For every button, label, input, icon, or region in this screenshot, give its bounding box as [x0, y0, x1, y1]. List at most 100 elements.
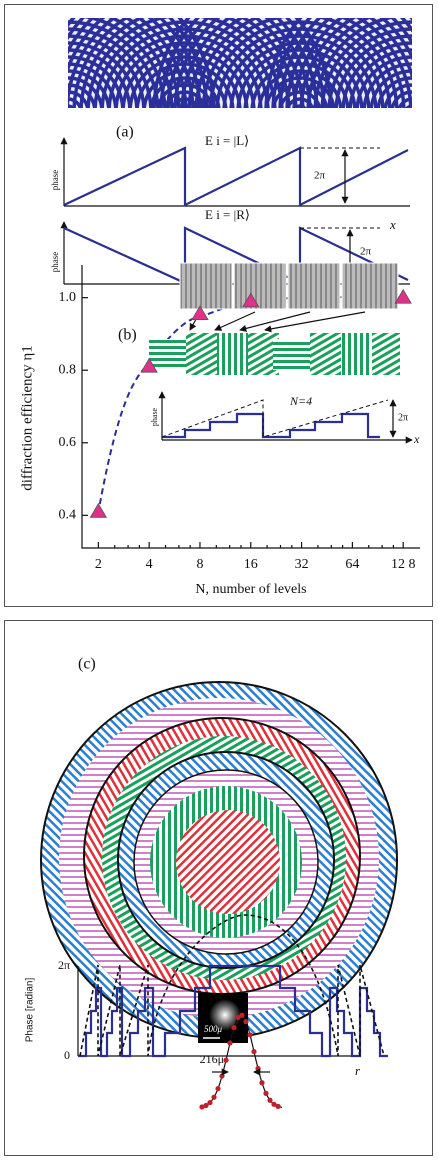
y-tick-label: 0.8 [59, 362, 77, 377]
panel-label: (b) [118, 327, 137, 344]
stripe [128, 55, 242, 108]
profile-point [247, 1032, 253, 1038]
x-label: x [389, 217, 396, 232]
y-tick-label: 2π [58, 958, 70, 972]
profile-point [239, 1012, 245, 1018]
y-axis-label: Phase [radian] [25, 978, 36, 1043]
panel-frame [4, 620, 433, 1156]
panel-frame [4, 4, 433, 607]
stripe [114, 41, 256, 108]
profile-point [199, 1104, 205, 1110]
axes [81, 265, 420, 549]
sem-image [287, 262, 341, 310]
stripe [142, 69, 228, 108]
green-grating [149, 333, 400, 375]
y-tick-label: 0 [64, 1048, 70, 1062]
y-tick-label: 1.0 [59, 290, 77, 305]
profile-point [203, 1102, 209, 1109]
profile-point [227, 1040, 233, 1046]
grating-cell [186, 333, 217, 375]
stripe [208, 20, 392, 108]
data-point [191, 305, 209, 320]
profile-point [243, 1019, 249, 1025]
grating-image [68, 18, 412, 108]
data-point [89, 502, 108, 518]
zone [176, 810, 280, 914]
period-label: 2π [360, 246, 372, 258]
x-tick-label: 12 8 [391, 557, 416, 572]
stripe [271, 83, 329, 108]
x-tick-label: 32 [295, 557, 309, 572]
y-tick-label: 0.4 [59, 508, 77, 523]
profile-point [231, 1024, 237, 1031]
grating-cell [217, 333, 248, 375]
staircase [78, 964, 388, 1058]
stripe [250, 62, 350, 108]
data-point [140, 357, 158, 373]
width-label: 216μ [200, 1052, 224, 1066]
period-label: 2π [314, 170, 326, 182]
state-label: E i = |L⟩ [205, 133, 249, 148]
grating-cell [273, 339, 315, 370]
grating-cell [341, 333, 372, 375]
profile-point [223, 1057, 229, 1063]
axis-label: phase [150, 407, 159, 426]
x-tick-label: 4 [146, 557, 153, 572]
staircase-inset: phase N=4 2π x [148, 383, 420, 446]
profile-point [275, 1103, 281, 1109]
period-label: 2π [398, 412, 408, 423]
x-tick-label: 16 [244, 557, 258, 572]
profile-point [259, 1080, 265, 1086]
y-axis-label: diffraction efficiency η1 [19, 345, 35, 491]
x-label: r [355, 1063, 361, 1078]
profile-point [255, 1065, 261, 1072]
x-tick-label: 2 [95, 557, 102, 572]
arrow [264, 311, 366, 333]
sawtooth [63, 146, 409, 207]
sawtooth [63, 226, 409, 285]
sem-image [179, 262, 233, 310]
stripe [236, 48, 364, 108]
staircase [162, 412, 380, 439]
x-label: x [413, 432, 420, 446]
stripe [149, 76, 221, 108]
scale-label: 500μ [204, 1024, 223, 1034]
profile-point [211, 1094, 217, 1100]
grating-cell [310, 333, 341, 375]
stripe [178, 104, 192, 108]
panel-label: (c) [78, 656, 96, 673]
efficiency-chart: (b) diffraction efficiency η1 N, number … [19, 262, 420, 597]
arrow [214, 311, 256, 331]
arrow [239, 311, 311, 332]
profile-point [235, 1014, 241, 1021]
profile-point [219, 1073, 225, 1079]
phase-plot: phase E i = |L⟩ 2π x [50, 133, 410, 232]
levels-label: N=4 [289, 394, 312, 408]
x-tick-label: 8 [196, 557, 203, 572]
profile-point [215, 1085, 221, 1092]
profile-points [199, 1012, 281, 1110]
y-tick-label: 0.6 [59, 435, 77, 450]
profile-point [207, 1099, 213, 1106]
profile-point [251, 1048, 257, 1055]
spot [209, 999, 241, 1031]
lens-phase-plot: Phase [radian] 2π 0 r 500μ 216μ [25, 914, 388, 1110]
profile-point [271, 1101, 277, 1107]
data-point [394, 288, 412, 304]
stripe [100, 27, 270, 108]
axis-label: phase [50, 252, 60, 273]
stripe [170, 97, 200, 108]
axis-label: phase [50, 170, 60, 191]
grating-cell [372, 333, 400, 375]
sem-image [233, 262, 287, 310]
sem-image [341, 262, 399, 310]
stripe [285, 97, 315, 108]
sem-images [179, 262, 399, 333]
x-tick-label: 64 [345, 557, 359, 572]
x-axis-label: N, number of levels [195, 582, 306, 597]
stripe [222, 34, 378, 108]
lens-pattern [40, 681, 398, 1039]
stripe [278, 90, 322, 108]
